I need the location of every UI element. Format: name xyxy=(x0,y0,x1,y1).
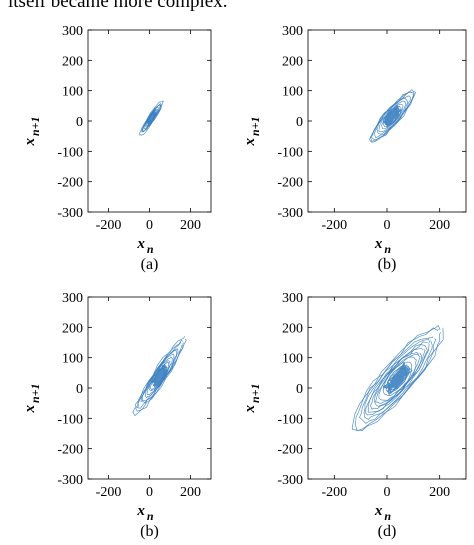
y-tick-label: -200 xyxy=(57,176,83,191)
orbit-loop xyxy=(382,361,412,396)
orbit-loop xyxy=(381,103,404,130)
y-tick-label: -100 xyxy=(277,412,303,427)
y-tick-label: -100 xyxy=(57,412,83,427)
x-tick-label: 0 xyxy=(384,218,391,233)
y-tick-label: 300 xyxy=(62,291,83,306)
orbit-loop xyxy=(370,347,426,411)
y-tick-label: 0 xyxy=(76,382,83,397)
x-tick-label: -200 xyxy=(96,485,122,500)
y-axis-label: xn+1 xyxy=(22,383,42,413)
y-tick-label: 200 xyxy=(62,54,83,69)
y-tick-label: -300 xyxy=(57,473,83,488)
y-tick-label: 300 xyxy=(282,291,303,306)
orbit-loop xyxy=(141,103,162,133)
trajectory xyxy=(351,324,444,432)
y-tick-label: -300 xyxy=(277,206,303,221)
orbit-loop xyxy=(136,341,183,409)
panel-2: 300 200 100 0 -100 -200 -300 -200 0 200 x n xn+1 (b) xyxy=(242,24,467,273)
orbit-loop xyxy=(364,341,430,416)
y-tick-label: -200 xyxy=(277,443,303,458)
y-tick-label: -300 xyxy=(57,206,83,221)
orbit-loop xyxy=(378,356,417,401)
y-tick-label: 100 xyxy=(62,352,83,367)
panel-4: 300 200 100 0 -100 -200 -300 -200 0 200 x n xn+1 (d) xyxy=(242,291,467,540)
trajectory-core xyxy=(145,109,157,127)
x-tick-label: 200 xyxy=(429,485,450,500)
trajectory xyxy=(139,100,164,136)
orbit-loop xyxy=(355,327,442,432)
y-tick-label: -300 xyxy=(277,473,303,488)
y-tick-label: 300 xyxy=(62,24,83,39)
y-tick-label: 100 xyxy=(282,352,303,367)
y-tick-label: -100 xyxy=(57,145,83,160)
orbit-loop xyxy=(363,338,433,420)
y-tick-label: 100 xyxy=(62,85,83,100)
orbit-loop xyxy=(375,353,421,404)
x-tick-label: -200 xyxy=(321,218,347,233)
x-tick-label: 0 xyxy=(146,485,153,500)
y-tick-label: 200 xyxy=(62,321,83,336)
y-tick-label: -100 xyxy=(277,145,303,160)
panel-label: (a) xyxy=(141,256,159,273)
trajectory xyxy=(369,89,417,143)
x-tick-label: 0 xyxy=(384,485,391,500)
y-tick-label: -200 xyxy=(277,176,303,191)
y-tick-label: -200 xyxy=(57,443,83,458)
y-tick-label: 200 xyxy=(282,321,303,336)
trajectory xyxy=(132,336,187,417)
orbit-loop xyxy=(146,356,173,395)
orbit-loop xyxy=(139,100,164,136)
x-tick-label: 200 xyxy=(180,485,201,500)
x-tick-label: -200 xyxy=(321,485,347,500)
orbit-loop xyxy=(351,324,444,431)
orbit-loop xyxy=(370,91,415,142)
trajectory-core xyxy=(382,362,413,396)
y-tick-label: 0 xyxy=(296,382,303,397)
orbit-loop xyxy=(359,336,437,424)
panel-label: (d) xyxy=(378,523,397,540)
y-tick-label: 0 xyxy=(76,115,83,130)
y-axis-label: xn+1 xyxy=(22,116,42,146)
trajectory-core xyxy=(150,363,168,389)
orbit-loop xyxy=(376,98,408,135)
panel-1: 300 200 100 0 -100 -200 -300 -200 0 200 x n xn+1 (a) xyxy=(22,24,212,273)
x-tick-label: 200 xyxy=(180,218,201,233)
panel-3: 300 200 100 0 -100 -200 -300 -200 0 200 x n xn+1 (b) xyxy=(22,291,212,540)
y-tick-label: 100 xyxy=(282,85,303,100)
y-axis-label: xn+1 xyxy=(242,383,262,413)
orbit-loop xyxy=(378,100,407,133)
x-tick-label: 200 xyxy=(429,218,450,233)
trajectory-core xyxy=(383,104,402,129)
y-axis-label: xn+1 xyxy=(242,116,262,146)
y-tick-label: 200 xyxy=(282,54,303,69)
panel-label: (b) xyxy=(140,523,159,540)
y-tick-label: 0 xyxy=(296,115,303,130)
orbit-loop xyxy=(369,89,417,143)
x-tick-label: -200 xyxy=(96,218,122,233)
x-tick-label: 0 xyxy=(146,218,153,233)
panel-label: (b) xyxy=(378,256,397,273)
figure-caption-fragment: itself became more complex. xyxy=(8,0,228,12)
orbit-loop xyxy=(132,336,187,417)
y-tick-label: 300 xyxy=(282,24,303,39)
